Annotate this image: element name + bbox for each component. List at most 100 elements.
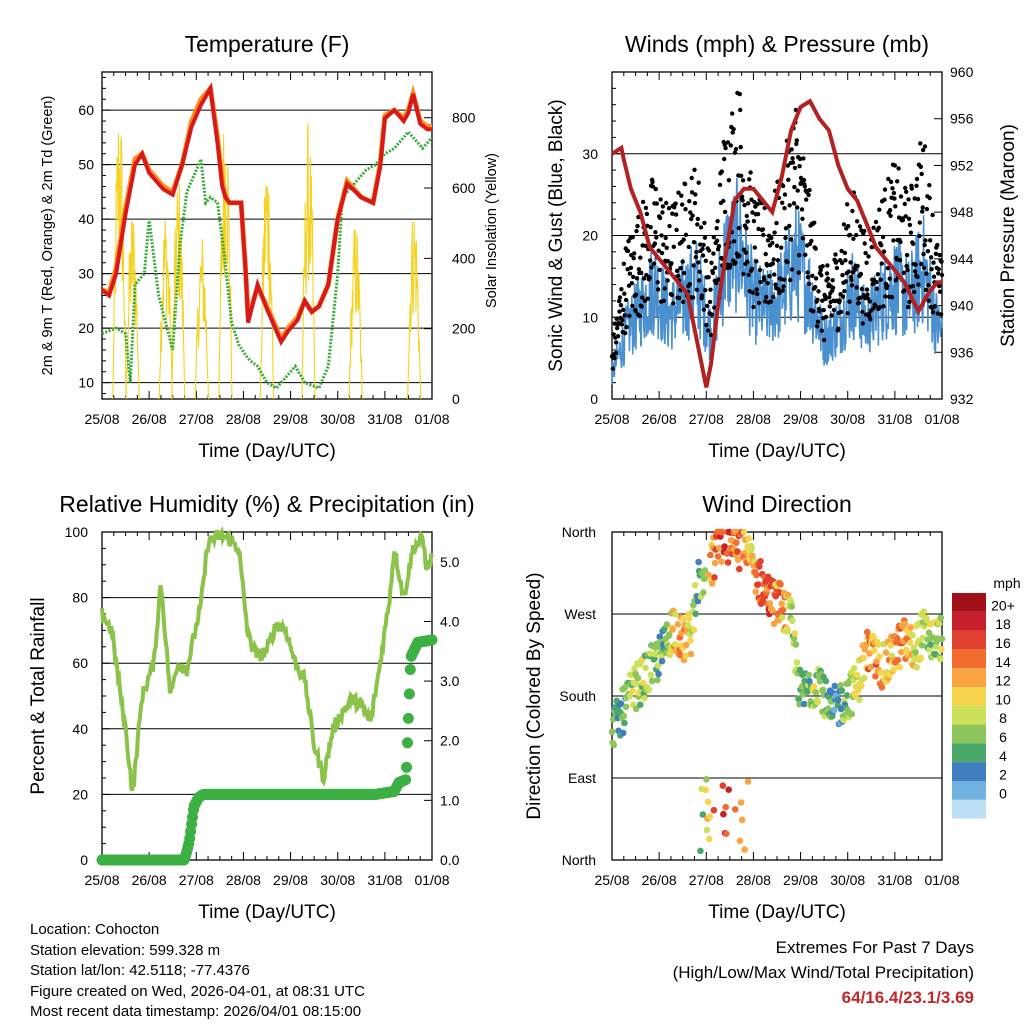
gust-point [709, 260, 714, 265]
gust-point [722, 209, 728, 215]
gust-point [781, 284, 786, 289]
direction-point [810, 683, 818, 690]
gust-point [634, 276, 640, 281]
x-tick-label: 31/08 [877, 411, 912, 427]
gust-point [936, 267, 941, 272]
gust-point [855, 263, 860, 269]
direction-point [906, 639, 914, 646]
legend-swatch [952, 705, 986, 725]
legend-label: 18 [995, 616, 1011, 632]
chart-title: Relative Humidity (%) & Precipitation (i… [59, 491, 474, 517]
gust-point [938, 312, 944, 317]
direction-point [852, 692, 859, 699]
direction-point [812, 689, 820, 696]
gust-point [681, 237, 686, 242]
direction-point [843, 692, 851, 699]
legend-title: mph [993, 575, 1020, 591]
gust-point [626, 283, 632, 288]
gust-point [792, 165, 798, 171]
direction-point [793, 659, 801, 666]
direction-point [745, 535, 752, 542]
direction-point [896, 663, 903, 671]
gust-point [923, 287, 929, 292]
gust-point [840, 294, 846, 299]
direction-point [757, 558, 764, 565]
gust-point [869, 245, 874, 250]
y-tick-label: 60 [78, 102, 94, 118]
legend-label: 6 [999, 729, 1007, 745]
gust-point [768, 299, 774, 304]
chart-title: Temperature (F) [185, 31, 350, 57]
gust-point [659, 233, 664, 238]
gust-point [800, 236, 806, 241]
gust-point [730, 130, 735, 135]
gust-point [882, 187, 888, 192]
direction-point [683, 641, 690, 649]
gust-point [802, 184, 807, 189]
x-tick-label: 30/08 [320, 872, 355, 888]
gust-point [933, 251, 939, 256]
direction-point [663, 621, 671, 628]
gust-point [694, 249, 699, 255]
y-axis-label: Direction (Colored By Speed) [524, 572, 545, 819]
gust-point [703, 258, 708, 263]
gust-point [927, 183, 932, 188]
gust-point [755, 291, 760, 297]
direction-point [703, 826, 711, 834]
gust-point [931, 274, 937, 279]
gust-point [623, 297, 629, 303]
gust-point [745, 219, 750, 224]
gust-point [627, 271, 633, 276]
x-axis-label: Time (Day/UTC) [708, 902, 846, 923]
gust-point [744, 226, 749, 231]
x-tick-label: 29/08 [273, 872, 308, 888]
gust-point [740, 198, 745, 203]
direction-point [927, 641, 935, 648]
direction-point [718, 528, 726, 536]
direction-point [860, 654, 867, 662]
gust-point [714, 280, 719, 286]
gust-point [903, 185, 908, 191]
gust-point [920, 205, 925, 210]
gust-point [666, 206, 672, 211]
gust-point [678, 266, 683, 271]
gust-point [824, 271, 830, 276]
gust-point [689, 190, 695, 195]
gust-point [679, 193, 684, 198]
gust-point [901, 270, 906, 275]
direction-point [736, 565, 743, 573]
precip-point [403, 688, 415, 700]
gust-point [870, 281, 875, 287]
x-tick-label: 28/08 [226, 872, 261, 888]
gust-point [769, 235, 774, 241]
gust-point [914, 176, 920, 182]
gust-point [907, 222, 913, 228]
gust-point [763, 299, 768, 304]
gust-point [750, 210, 755, 215]
gust-point [760, 227, 766, 232]
recent-text: Most recent data timestamp: 2026/04/01 0… [30, 1003, 362, 1020]
direction-point [631, 665, 638, 672]
gust-point [917, 233, 922, 239]
gust-point [687, 282, 692, 287]
gust-point [747, 177, 752, 182]
station-info: Location: Cohocton Station elevation: 59… [30, 920, 365, 1023]
y-tick-label: 40 [78, 211, 94, 227]
direction-point [701, 567, 709, 574]
gust-point [891, 238, 896, 243]
gust-point [710, 270, 716, 276]
direction-point [734, 556, 742, 563]
gust-point [873, 303, 878, 308]
gust-point [912, 269, 918, 274]
direction-point [769, 607, 776, 614]
direction-point [700, 589, 707, 596]
gust-point [632, 251, 637, 256]
y2-tick-label: 1.0 [440, 792, 460, 808]
extremes-values: 64/16.4/23.1/3.69 [841, 988, 974, 1007]
gust-point [745, 259, 750, 264]
direction-point [707, 551, 714, 559]
direction-point [752, 588, 760, 595]
gust-point [669, 261, 674, 266]
direction-point [777, 581, 784, 588]
direction-point [711, 559, 719, 567]
